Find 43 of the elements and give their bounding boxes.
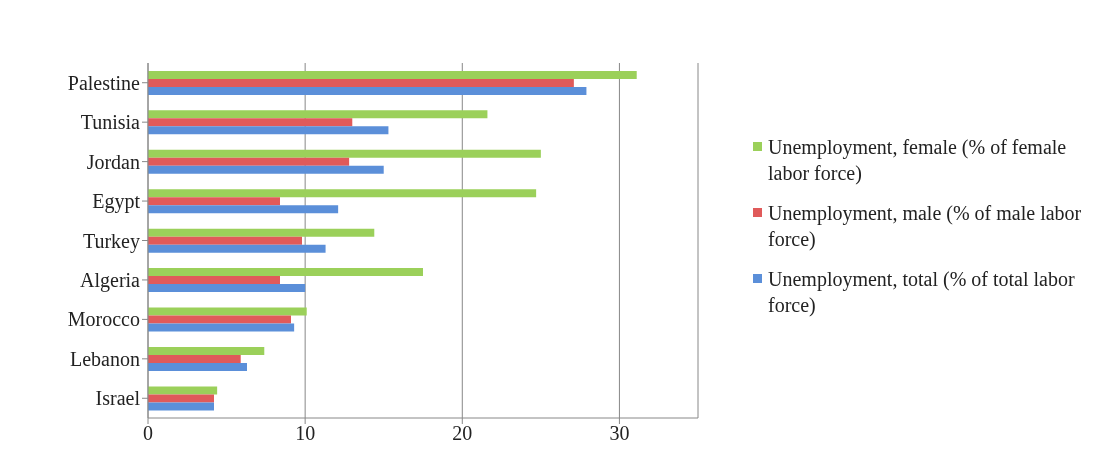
bar <box>148 236 302 245</box>
bar <box>148 323 295 332</box>
legend-label: Unemployment, female (% of female labor force) <box>768 135 1068 186</box>
bar <box>148 276 280 285</box>
bar <box>148 402 214 411</box>
legend-label: Unemployment, male (% of male labor force) <box>768 201 1083 252</box>
bar <box>148 70 637 79</box>
bar <box>148 355 241 363</box>
bar <box>148 149 541 158</box>
bar <box>148 126 389 135</box>
x-tick-label: 20 <box>452 422 473 445</box>
y-tick-label: Tunisia <box>80 111 141 134</box>
bar <box>148 189 537 198</box>
bar <box>148 86 587 95</box>
legend-label: Unemployment, total (% of total labor force) <box>768 267 1076 318</box>
y-tick-label: Algeria <box>80 269 141 293</box>
bar <box>148 363 247 371</box>
bar <box>148 110 488 119</box>
y-tick-label: Turkey <box>82 229 140 253</box>
bar <box>148 205 339 214</box>
bar <box>148 315 291 324</box>
bar <box>148 268 423 277</box>
bar <box>148 307 307 316</box>
bar <box>148 386 218 395</box>
x-tick-label: 30 <box>609 422 630 445</box>
bar <box>148 244 326 253</box>
y-tick-label: Lebanon <box>70 347 140 370</box>
bar <box>148 157 350 166</box>
bar <box>148 118 353 127</box>
bar <box>148 228 375 237</box>
bar <box>148 284 306 293</box>
bar <box>148 197 280 206</box>
x-tick-label: 10 <box>295 422 316 445</box>
y-tick-label: Palestine <box>67 71 141 94</box>
y-tick-label: Jordan <box>86 150 140 173</box>
x-tick-label: 0 <box>143 422 153 445</box>
bar <box>148 394 214 403</box>
bar <box>148 78 574 87</box>
y-tick-label: Egypt <box>92 190 141 214</box>
y-tick-label: Israel <box>95 387 141 410</box>
bar <box>148 347 265 355</box>
y-tick-label: Morocco <box>67 308 140 331</box>
bar <box>148 165 384 174</box>
